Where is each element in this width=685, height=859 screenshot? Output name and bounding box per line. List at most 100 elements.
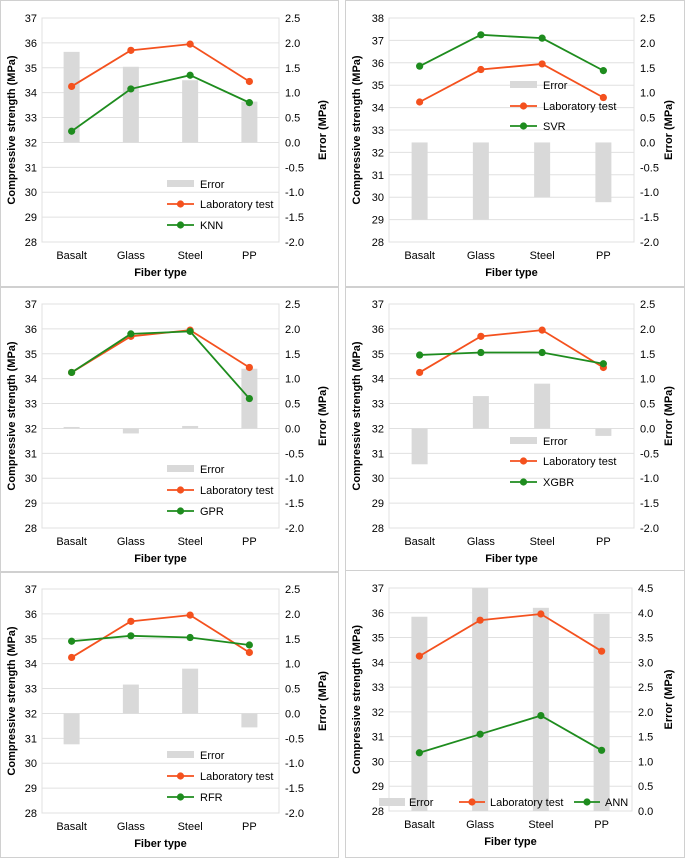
lab-point (537, 610, 545, 618)
y-tick-label-right: 1.5 (640, 63, 655, 75)
x-tick-label: Basalt (56, 536, 87, 548)
lab-point (476, 616, 484, 624)
plot-area (388, 587, 633, 812)
y-tick-label-left: 33 (372, 399, 384, 411)
y-tick-label-left: 33 (372, 125, 384, 137)
y-tick-label-right: -1.0 (285, 473, 304, 485)
y-tick-label-right: 0.5 (285, 684, 300, 696)
y-tick-label-right: 0.0 (285, 708, 300, 720)
legend-marker-lab (519, 457, 528, 465)
y-tick-label-left: 36 (372, 58, 384, 70)
y-tick-label-right: 1.5 (285, 63, 300, 75)
lab-point (127, 617, 135, 625)
legend-swatch-error (510, 81, 537, 88)
error-bar (472, 396, 489, 429)
chart-rfr: 28 29 30 31 32 33 34 35 36 37 -2.0 -1.5 -1.0 -0.5 0.0 0… (6, 584, 329, 850)
lab-point (127, 46, 135, 54)
y-tick-label-left: 35 (372, 80, 384, 92)
model-point (537, 712, 545, 720)
chart-panel-xgbr: 28 29 30 31 32 33 34 35 36 37 -2.0 -1.5 -1.0 -0.5 0.0 0… (345, 287, 685, 572)
legend-label-lab: Laboratory test (490, 797, 563, 809)
y-tick-label-left: 30 (25, 758, 37, 770)
legend-label-error: Error (543, 436, 568, 448)
y-tick-label-left: 37 (372, 299, 384, 311)
y-tick-label-left: 34 (25, 374, 37, 386)
x-axis-title: Fiber type (485, 267, 538, 279)
y-tick-label-right: -1.5 (640, 498, 659, 510)
x-tick-label: Basalt (404, 250, 435, 262)
y-axis-title-left: Compressive strength (MPa) (351, 55, 363, 204)
chart-svr: 28 29 30 31 32 33 34 35 36 37 38 -2.0 -1.5 -1.0 -0.5 0.… (351, 13, 675, 279)
model-point (245, 99, 253, 107)
y-tick-label-right: 0.0 (640, 423, 655, 435)
y-tick-label-left: 37 (372, 35, 384, 47)
error-bar (595, 428, 612, 436)
y-tick-label-right: 1.5 (285, 634, 300, 646)
y-tick-label-right: -1.5 (285, 498, 304, 510)
y-tick-label-left: 34 (372, 657, 384, 669)
chart-panel-gpr: 28 29 30 31 32 33 34 35 36 37 -2.0 -1.5 -1.0 -0.5 0.0 0… (0, 287, 339, 572)
y-axis-title-right: Error (MPa) (317, 386, 329, 446)
legend-label-error: Error (200, 464, 225, 476)
lab-point (538, 326, 546, 334)
lab-point (416, 368, 424, 377)
model-point (416, 62, 424, 70)
lab-point (598, 647, 606, 655)
y-tick-label-left: 31 (372, 732, 384, 744)
error-bar (122, 684, 139, 714)
y-tick-label-right: 1.0 (285, 659, 300, 671)
chart-ann: 28 29 30 31 32 33 34 35 36 37 0.0 0.5 1.0 1.5 2.0 2.5 3.… (351, 583, 675, 848)
lab-point (477, 332, 485, 340)
legend-marker-model (176, 507, 185, 515)
legend-label-lab: Laboratory test (543, 456, 616, 468)
model-point (476, 730, 484, 738)
error-bar (182, 425, 199, 429)
model-line (419, 351, 604, 365)
legend-swatch-error (510, 437, 537, 444)
lab-point (186, 611, 194, 619)
chart-gpr: 28 29 30 31 32 33 34 35 36 37 -2.0 -1.5 -1.0 -0.5 0.0 0… (6, 299, 329, 565)
plot-area (388, 303, 635, 529)
y-tick-label-left: 35 (372, 633, 384, 645)
x-tick-label: Basalt (404, 819, 435, 831)
y-tick-label-left: 33 (25, 684, 37, 696)
y-tick-label-right: 0.0 (285, 137, 300, 149)
y-tick-label-right: 4.0 (638, 608, 653, 620)
x-axis-title: Fiber type (134, 553, 187, 565)
legend-label-model: ANN (605, 797, 628, 809)
y-tick-label-left: 38 (372, 13, 384, 25)
y-tick-label-right: 2.5 (285, 299, 300, 311)
x-tick-label: PP (242, 821, 257, 833)
y-tick-label-left: 33 (372, 682, 384, 694)
chart-panel-knn: 28 29 30 31 32 33 34 35 36 37 -2.0 -1.5 -1.0 -0.5 0.0 0… (0, 0, 339, 287)
y-axis-title-left: Compressive strength (MPa) (6, 341, 18, 490)
legend-marker-lab (176, 486, 185, 494)
model-point (186, 633, 194, 642)
legend-label-lab: Laboratory test (200, 199, 273, 211)
model-line (71, 634, 250, 646)
error-bar (241, 713, 258, 728)
legend-label-error: Error (543, 80, 568, 92)
y-tick-label-left: 31 (25, 162, 37, 174)
x-tick-label: Glass (467, 536, 496, 548)
chart-panel-svr: 28 29 30 31 32 33 34 35 36 37 38 -2.0 -1.5 -1.0 -0.5 0.… (345, 0, 685, 287)
plot-area (41, 588, 280, 814)
x-tick-label: Steel (178, 536, 203, 548)
y-tick-label-right: 2.0 (640, 324, 655, 336)
y-tick-label-left: 32 (372, 707, 384, 719)
x-tick-label: PP (596, 536, 611, 548)
y-tick-label-left: 31 (25, 733, 37, 745)
lab-point (477, 65, 485, 74)
y-axis-title-left: Compressive strength (MPa) (351, 625, 363, 774)
x-tick-label: Steel (530, 250, 555, 262)
y-tick-label-right: 3.5 (638, 633, 653, 645)
y-axis-title-left: Compressive strength (MPa) (351, 341, 363, 490)
y-tick-label-left: 35 (372, 349, 384, 361)
chart-knn: 28 29 30 31 32 33 34 35 36 37 -2.0 -1.5 -1.0 -0.5 0.0 0… (6, 13, 329, 279)
legend-marker-model (176, 793, 185, 801)
legend-swatch-error (167, 180, 194, 187)
legend-label-model: SVR (543, 121, 566, 133)
y-tick-label-right: -2.0 (640, 237, 659, 249)
error-bar (472, 588, 489, 811)
y-tick-label-left: 31 (372, 448, 384, 460)
